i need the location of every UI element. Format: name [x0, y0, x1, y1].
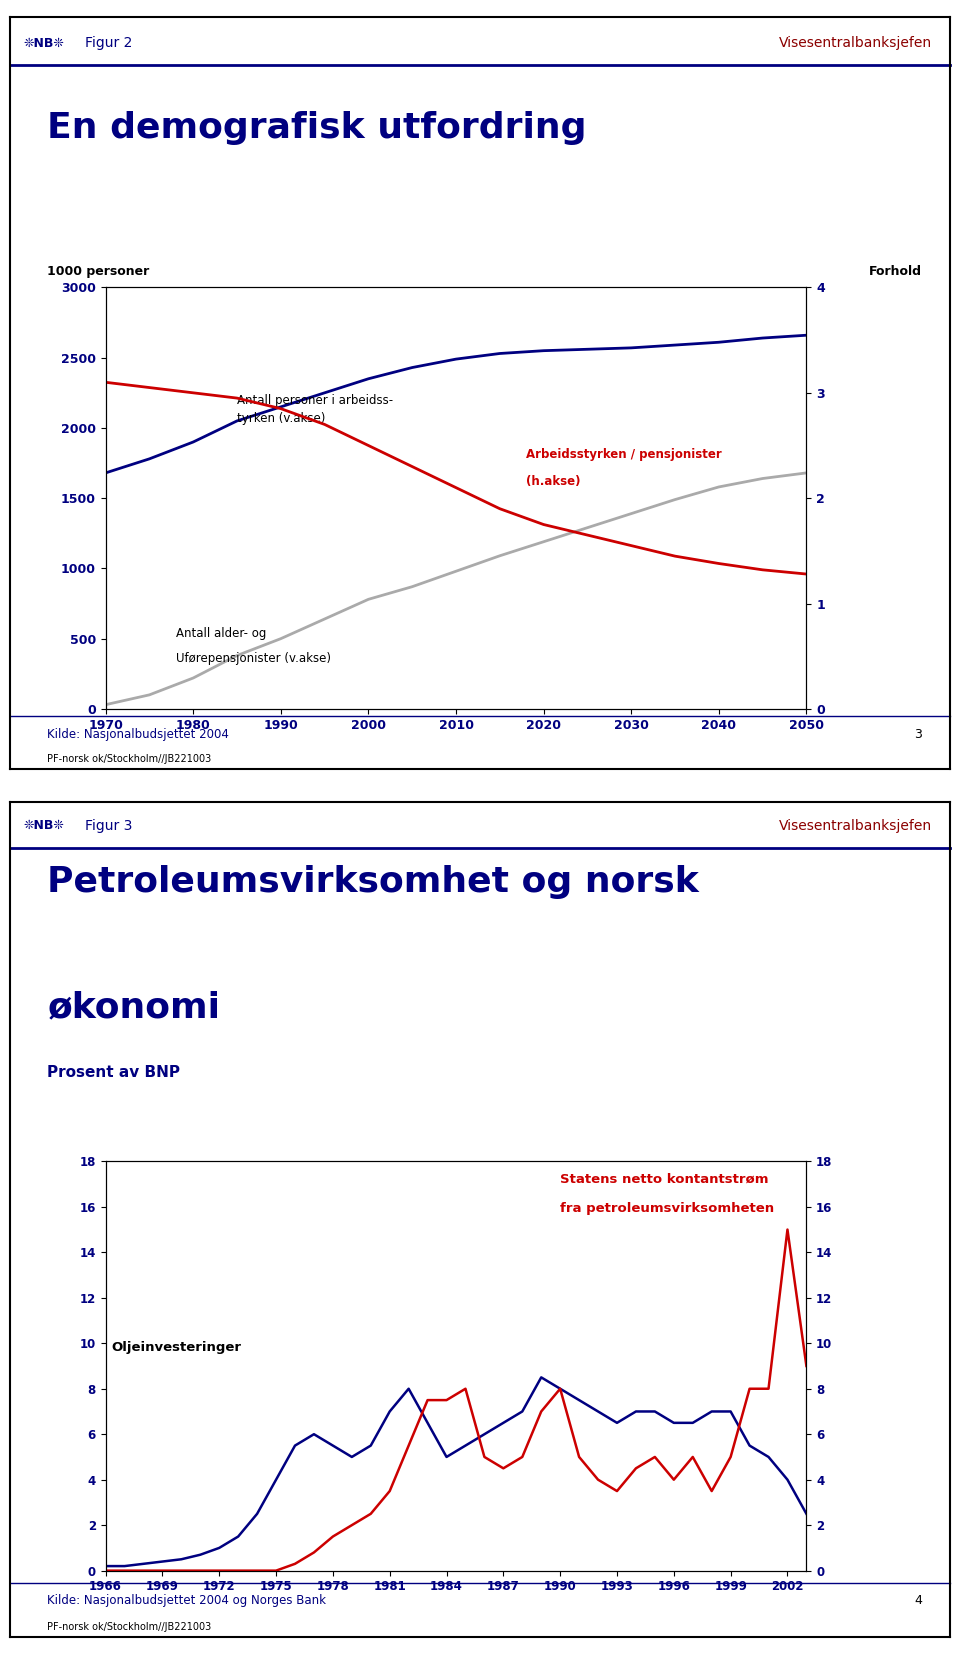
Text: ❊NB❊: ❊NB❊ — [24, 819, 64, 832]
Text: Figur 3: Figur 3 — [84, 819, 132, 832]
Text: økonomi: økonomi — [47, 991, 220, 1024]
Text: Uførepensjonister (v.akse): Uførepensjonister (v.akse) — [176, 652, 330, 665]
Text: Antall alder- og: Antall alder- og — [176, 627, 266, 640]
Text: Oljeinvesteringer: Oljeinvesteringer — [111, 1341, 241, 1355]
Text: Prosent av BNP: Prosent av BNP — [47, 1065, 180, 1080]
Text: Arbeidsstyrken / pensjonister: Arbeidsstyrken / pensjonister — [526, 448, 722, 461]
Text: Antall personer i arbeidss-: Antall personer i arbeidss- — [237, 394, 394, 407]
Text: Visesentralbanksjefen: Visesentralbanksjefen — [779, 36, 931, 50]
Text: PF-norsk ok/Stockholm//JB221003: PF-norsk ok/Stockholm//JB221003 — [47, 1623, 211, 1632]
Text: Visesentralbanksjefen: Visesentralbanksjefen — [779, 819, 931, 832]
Text: Kilde: Nasjonalbudsjettet 2004 og Norges Bank: Kilde: Nasjonalbudsjettet 2004 og Norges… — [47, 1594, 326, 1608]
Text: Forhold: Forhold — [869, 265, 923, 278]
Text: tyrken (v.akse): tyrken (v.akse) — [237, 412, 325, 425]
Text: PF-norsk ok/Stockholm//JB221003: PF-norsk ok/Stockholm//JB221003 — [47, 754, 211, 764]
Text: ❊NB❊: ❊NB❊ — [24, 36, 64, 50]
Text: En demografisk utfordring: En demografisk utfordring — [47, 111, 587, 144]
Text: Statens netto kontantstrøm: Statens netto kontantstrøm — [561, 1173, 769, 1186]
Text: Petroleumsvirksomhet og norsk: Petroleumsvirksomhet og norsk — [47, 865, 699, 898]
Text: Figur 2: Figur 2 — [84, 36, 132, 50]
Text: Kilde: Nasjonalbudsjettet 2004: Kilde: Nasjonalbudsjettet 2004 — [47, 728, 229, 741]
Text: (h.akse): (h.akse) — [526, 475, 581, 488]
Text: 3: 3 — [914, 728, 923, 741]
Text: 1000 personer: 1000 personer — [47, 265, 150, 278]
Text: 4: 4 — [914, 1594, 923, 1608]
Text: fra petroleumsvirksomheten: fra petroleumsvirksomheten — [561, 1202, 775, 1216]
